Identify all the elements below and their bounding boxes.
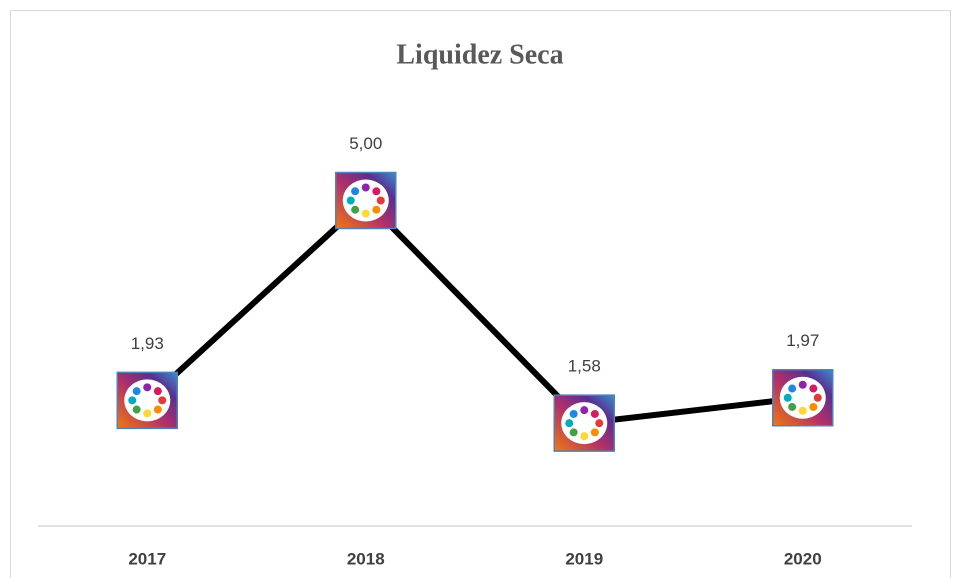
marker-dot [361,209,370,218]
marker [335,171,397,230]
marker [772,369,834,427]
x-tick-label: 2019 [565,549,603,568]
marker-dot [128,396,137,405]
data-label: 1,58 [568,357,601,376]
marker-dot [153,405,162,414]
marker-dot [590,428,599,437]
marker-dot [813,393,822,402]
line [145,196,804,427]
marker-dot [580,406,589,415]
marker-dot [788,402,797,411]
marker-dot [569,428,578,437]
marker-dot [372,187,381,196]
marker-dot [783,393,792,402]
marker-dot [351,205,360,214]
data-label: 5,00 [349,134,382,153]
x-tick-label: 2018 [347,549,385,568]
marker-dot [809,384,818,393]
x-tick-label: 2017 [128,549,166,568]
marker-dot [580,432,589,441]
marker-dot [798,380,807,389]
marker-dot [346,196,355,205]
x-tick-label: 2020 [784,549,822,568]
marker [116,371,178,430]
marker [553,394,615,452]
marker-dot [798,406,807,415]
marker-dot [376,196,385,205]
marker-dot [143,383,152,392]
marker-dot [590,409,599,418]
marker-dot [569,409,578,418]
marker-dot [788,384,797,393]
marker-dot [372,205,381,214]
chart-frame [10,10,951,578]
marker-dot [143,409,152,418]
marker-dot [132,387,141,396]
marker-dot [158,396,167,405]
marker-dot [565,419,574,428]
chart-title: Liquidez Seca [396,39,563,70]
marker-dot [153,387,162,396]
marker-dot [361,183,370,192]
data-label: 1,93 [131,334,164,353]
marker-dot [809,402,818,411]
marker-dot [351,187,360,196]
marker-dot [132,405,141,414]
data-label: 1,97 [786,331,819,350]
marker-dot [595,419,604,428]
